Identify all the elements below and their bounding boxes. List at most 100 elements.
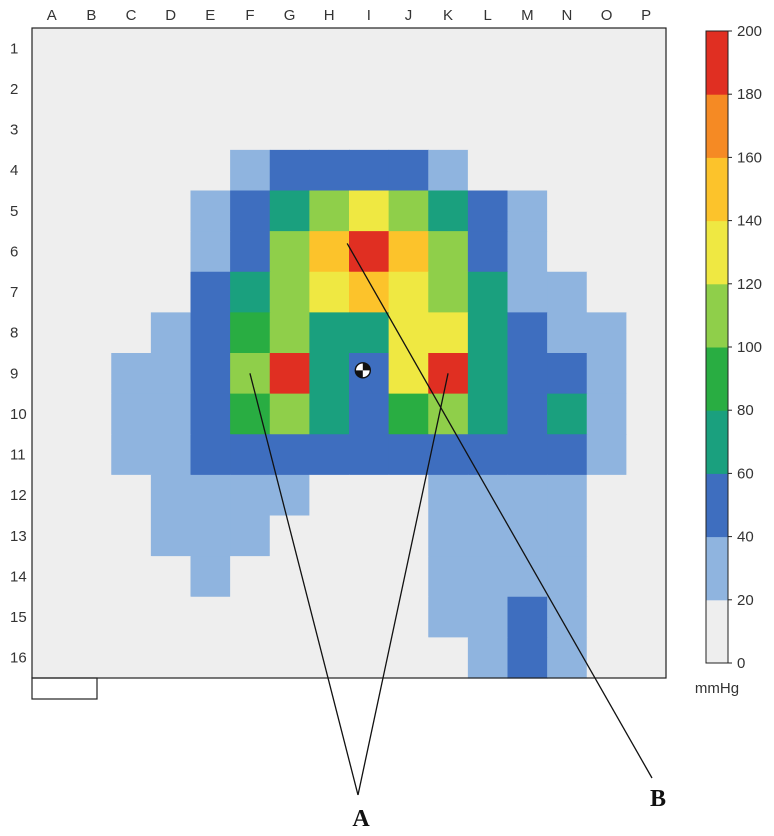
heatmap-cell	[71, 28, 112, 70]
callout-label: B	[650, 786, 666, 812]
row-label: 15	[10, 609, 27, 626]
heatmap-cell	[269, 28, 310, 70]
heatmap-cell	[467, 149, 509, 192]
colorbar: 0 20 40 60 80 100 120 140 160 180 200 mmHg	[695, 23, 762, 697]
heatmap-cell	[230, 190, 271, 232]
heatmap-cell	[428, 149, 469, 192]
heatmap-cell	[586, 109, 627, 151]
heatmap-cell	[309, 149, 350, 192]
heatmap-cell	[388, 353, 429, 395]
heatmap-cell	[349, 474, 390, 517]
heatmap-cell	[150, 271, 192, 313]
heatmap-cell	[71, 353, 112, 395]
row-label: 10	[10, 406, 27, 423]
heatmap-cell	[150, 434, 192, 476]
heatmap-cell	[32, 149, 73, 192]
heatmap-cell	[32, 515, 73, 557]
heatmap-cell	[428, 556, 469, 598]
heatmap-cell	[190, 312, 231, 354]
heatmap-cell	[586, 474, 627, 517]
row-label: 6	[10, 243, 18, 260]
heatmap-cell	[32, 474, 73, 517]
heatmap-cell	[428, 190, 469, 232]
heatmap-cell	[626, 596, 667, 638]
heatmap-cell	[32, 393, 73, 435]
heatmap-cell	[230, 149, 271, 192]
heatmap-cell	[507, 353, 548, 395]
heatmap-cells	[32, 28, 667, 679]
heatmap-cell	[71, 434, 112, 476]
heatmap-cell	[428, 312, 469, 354]
heatmap-cell	[269, 596, 310, 638]
heatmap-cell	[467, 68, 509, 110]
heatmap-cell	[388, 637, 429, 679]
heatmap-cell	[428, 68, 469, 110]
colorbar-band	[706, 599, 728, 664]
heatmap-cell	[467, 353, 509, 395]
heatmap-cell	[230, 515, 271, 557]
heatmap-cell	[111, 312, 152, 354]
heatmap-cell	[467, 474, 509, 517]
heatmap-cell	[349, 515, 390, 557]
center-of-pressure-icon	[354, 362, 372, 379]
heatmap-cell	[467, 515, 509, 557]
heatmap-cell	[428, 474, 469, 517]
heatmap-cell	[626, 515, 667, 557]
heatmap-cell	[349, 556, 390, 598]
heatmap-cell	[428, 434, 469, 476]
heatmap-cell	[269, 556, 310, 598]
heatmap-cell	[428, 109, 469, 151]
plot-frame	[31, 27, 667, 679]
heatmap-cell	[32, 637, 73, 679]
heatmap-cell	[586, 434, 627, 476]
heatmap-cell	[507, 190, 548, 232]
heatmap-cell	[309, 312, 350, 354]
heatmap-cell	[507, 393, 548, 435]
heatmap-cell	[626, 312, 667, 354]
heatmap-cell	[586, 312, 627, 354]
heatmap-cell	[626, 190, 667, 232]
callout-line	[249, 373, 359, 796]
heatmap-cell	[349, 109, 390, 151]
heatmap-cell	[190, 231, 231, 273]
heatmap-cell	[230, 28, 271, 70]
column-label: D	[165, 7, 176, 24]
heatmap-cell	[626, 474, 667, 517]
heatmap-cell	[111, 393, 152, 435]
heatmap-cell	[150, 231, 192, 273]
heatmap-cell	[547, 271, 588, 313]
colorbar-band	[706, 536, 728, 601]
colorbar-unit: mmHg	[695, 680, 739, 697]
heatmap-cell	[586, 596, 627, 638]
heatmap-cell	[547, 393, 588, 435]
heatmap-cell	[269, 149, 310, 192]
heatmap-cell	[349, 190, 390, 232]
heatmap-cell	[150, 28, 192, 70]
heatmap-cell	[388, 190, 429, 232]
heatmap-cell	[586, 271, 627, 313]
heatmap-cell	[467, 596, 509, 638]
heatmap-cell	[32, 353, 73, 395]
marker-quadrant	[362, 362, 371, 371]
heatmap-cell	[388, 68, 429, 110]
column-label: M	[521, 7, 534, 24]
heatmap-cell	[586, 149, 627, 192]
heatmap-cell	[507, 474, 548, 517]
heatmap-cell	[71, 556, 112, 598]
heatmap-cell	[467, 231, 509, 273]
heatmap-cell	[111, 28, 152, 70]
callout-label: A	[352, 806, 370, 832]
heatmap-cell	[230, 231, 271, 273]
heatmap-cell	[547, 149, 588, 192]
heatmap-cell	[150, 596, 192, 638]
heatmap-cell	[111, 109, 152, 151]
heatmap-cell	[547, 68, 588, 110]
heatmap-cell	[190, 474, 231, 517]
column-label: N	[562, 7, 573, 24]
heatmap-cell	[71, 393, 112, 435]
column-label: H	[324, 7, 335, 24]
heatmap-cell	[71, 312, 112, 354]
heatmap-cell	[467, 393, 509, 435]
heatmap-cell	[507, 596, 548, 638]
